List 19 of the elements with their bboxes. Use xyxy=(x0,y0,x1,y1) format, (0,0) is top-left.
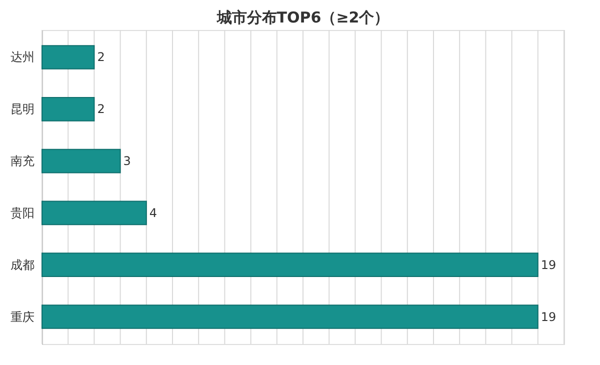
data-label: 19 xyxy=(540,310,556,324)
bar xyxy=(42,252,538,278)
data-label: 4 xyxy=(149,206,158,220)
bar xyxy=(42,200,147,226)
y-tick-label: 南充 xyxy=(10,154,34,168)
bar xyxy=(42,45,95,70)
bar xyxy=(42,148,121,174)
data-label: 2 xyxy=(97,102,105,116)
chart-title: 城市分布TOP6（≥2个） xyxy=(216,8,390,26)
bar xyxy=(42,96,95,122)
data-label: 2 xyxy=(97,50,105,64)
y-tick-label: 达州 xyxy=(10,50,34,64)
data-label: 19 xyxy=(540,258,556,272)
data-label: 3 xyxy=(123,154,131,168)
bar xyxy=(42,304,538,329)
y-tick-label: 贵阳 xyxy=(10,206,34,220)
y-tick-label: 昆明 xyxy=(10,102,34,116)
y-tick-label: 重庆 xyxy=(10,310,34,324)
y-tick-label: 成都 xyxy=(10,258,34,272)
